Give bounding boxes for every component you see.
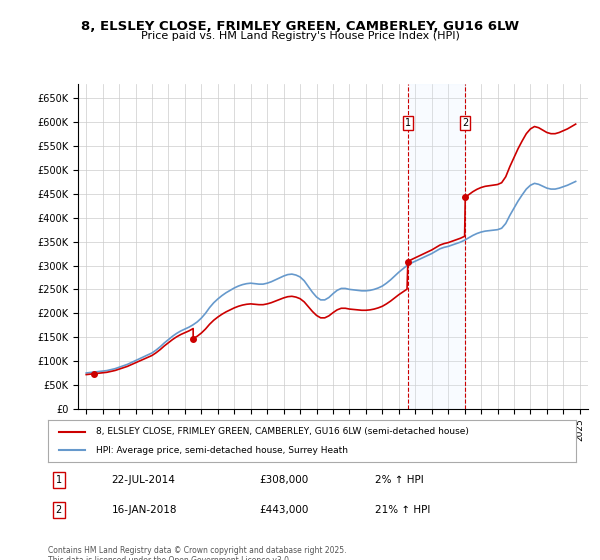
- Text: 16-JAN-2018: 16-JAN-2018: [112, 505, 177, 515]
- Text: 22-JUL-2014: 22-JUL-2014: [112, 474, 175, 484]
- Text: £308,000: £308,000: [259, 474, 308, 484]
- Text: Contains HM Land Registry data © Crown copyright and database right 2025.
This d: Contains HM Land Registry data © Crown c…: [48, 546, 347, 560]
- Text: HPI: Average price, semi-detached house, Surrey Heath: HPI: Average price, semi-detached house,…: [95, 446, 347, 455]
- Text: £443,000: £443,000: [259, 505, 308, 515]
- Text: 8, ELSLEY CLOSE, FRIMLEY GREEN, CAMBERLEY, GU16 6LW (semi-detached house): 8, ELSLEY CLOSE, FRIMLEY GREEN, CAMBERLE…: [95, 427, 469, 436]
- Text: 2: 2: [55, 505, 62, 515]
- Text: 2: 2: [462, 118, 469, 128]
- Text: 1: 1: [55, 474, 62, 484]
- Text: 8, ELSLEY CLOSE, FRIMLEY GREEN, CAMBERLEY, GU16 6LW: 8, ELSLEY CLOSE, FRIMLEY GREEN, CAMBERLE…: [81, 20, 519, 32]
- Text: 21% ↑ HPI: 21% ↑ HPI: [376, 505, 431, 515]
- Text: 2% ↑ HPI: 2% ↑ HPI: [376, 474, 424, 484]
- Text: Price paid vs. HM Land Registry's House Price Index (HPI): Price paid vs. HM Land Registry's House …: [140, 31, 460, 41]
- Bar: [408, 84, 465, 409]
- Text: 1: 1: [405, 118, 411, 128]
